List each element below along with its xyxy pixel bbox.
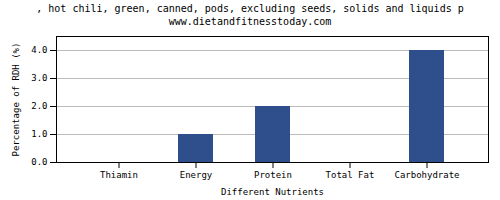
svg-text:Protein: Protein xyxy=(254,170,292,180)
svg-text:0.0: 0.0 xyxy=(31,157,47,167)
svg-text:Total Fat: Total Fat xyxy=(326,170,375,180)
svg-text:Different Nutrients: Different Nutrients xyxy=(221,187,324,197)
svg-text:Energy: Energy xyxy=(180,170,213,180)
svg-text:3.0: 3.0 xyxy=(31,73,47,83)
svg-text:1.0: 1.0 xyxy=(31,129,47,139)
svg-text:Thiamin: Thiamin xyxy=(100,170,138,180)
svg-text:2.0: 2.0 xyxy=(31,101,47,111)
svg-text:Percentage of RDH (%): Percentage of RDH (%) xyxy=(11,43,21,157)
svg-text:4.0: 4.0 xyxy=(31,45,47,55)
html-text:www.dietandfitnesstoday.com: www.dietandfitnesstoday.com xyxy=(168,16,332,27)
svg-text:Carbohydrate: Carbohydrate xyxy=(394,170,459,180)
html-text:, hot chili, green, canned, po: , hot chili, green, canned, pods, exclud… xyxy=(36,3,464,14)
